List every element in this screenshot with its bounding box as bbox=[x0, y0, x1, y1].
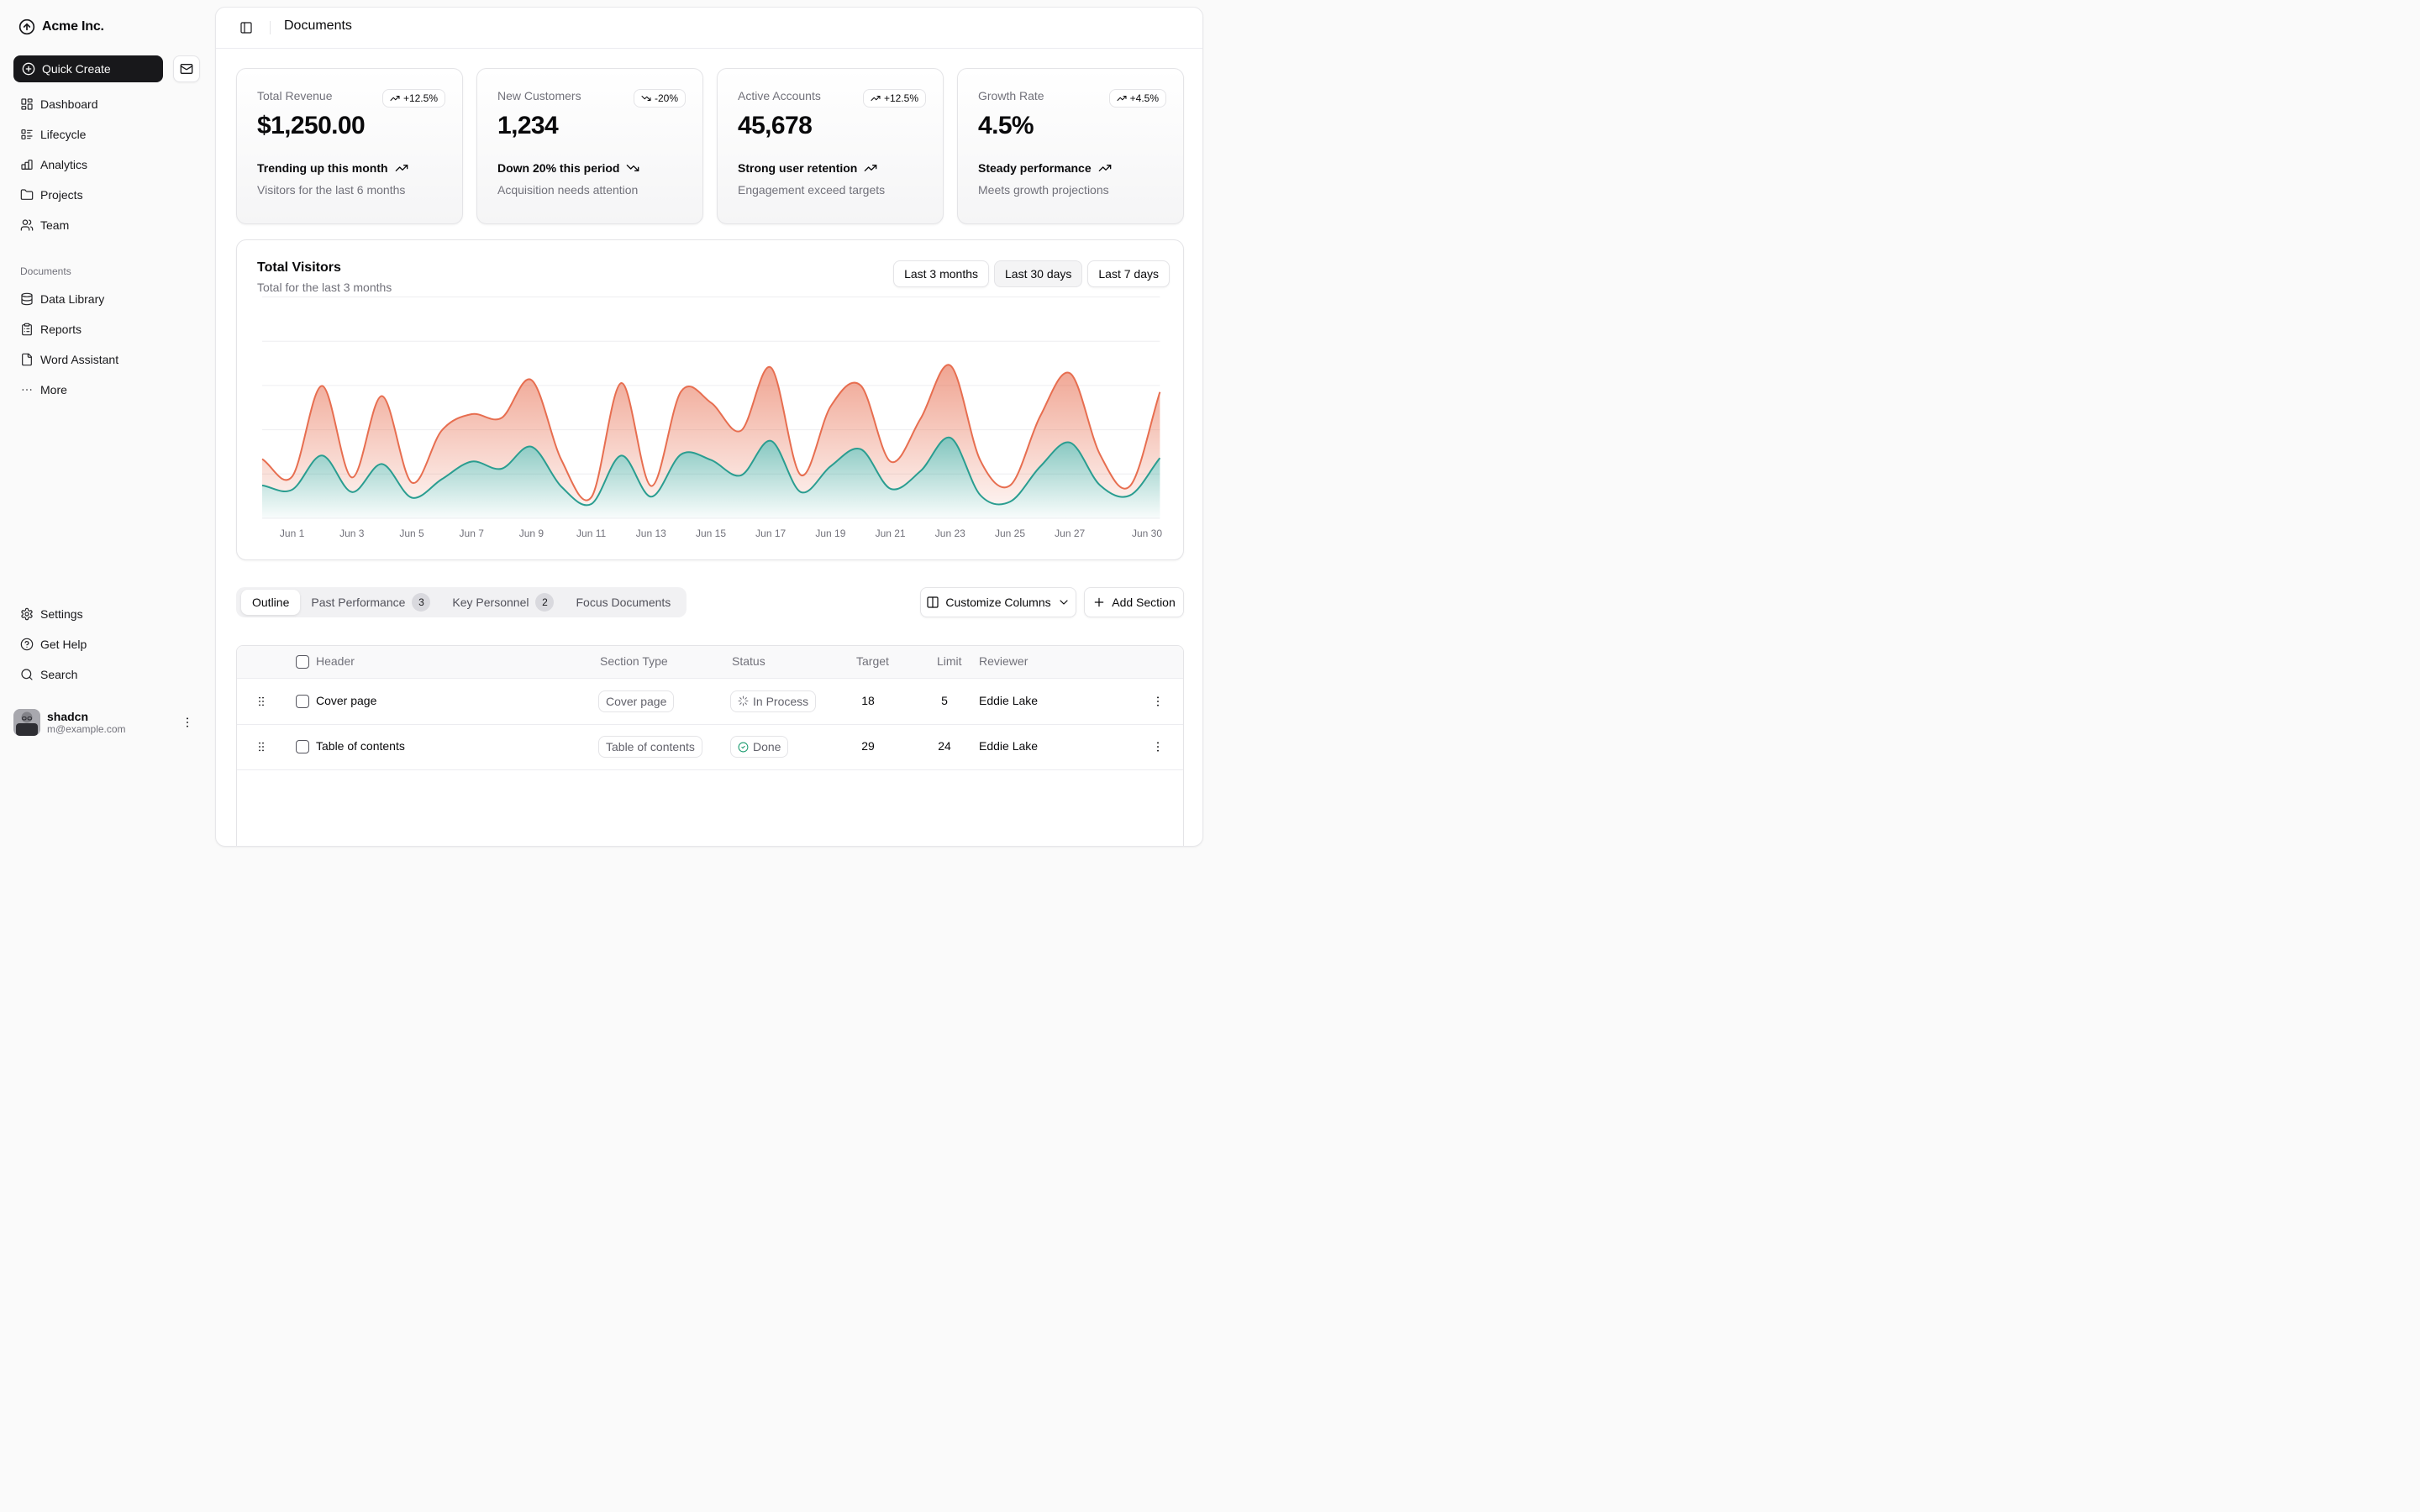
svg-text:Jun 3: Jun 3 bbox=[339, 528, 365, 539]
svg-text:Jun 9: Jun 9 bbox=[519, 528, 544, 539]
svg-text:Jun 23: Jun 23 bbox=[935, 528, 965, 539]
svg-text:Jun 7: Jun 7 bbox=[460, 528, 485, 539]
svg-text:Jun 21: Jun 21 bbox=[876, 528, 906, 539]
svg-text:Jun 5: Jun 5 bbox=[399, 528, 424, 539]
svg-text:Jun 15: Jun 15 bbox=[696, 528, 726, 539]
svg-text:Jun 13: Jun 13 bbox=[636, 528, 666, 539]
svg-text:Jun 25: Jun 25 bbox=[995, 528, 1025, 539]
svg-text:Jun 30: Jun 30 bbox=[1132, 528, 1162, 539]
svg-text:Jun 1: Jun 1 bbox=[280, 528, 305, 539]
svg-text:Jun 17: Jun 17 bbox=[755, 528, 786, 539]
svg-text:Jun 27: Jun 27 bbox=[1055, 528, 1085, 539]
svg-text:Jun 11: Jun 11 bbox=[576, 528, 606, 539]
svg-text:Jun 19: Jun 19 bbox=[815, 528, 845, 539]
